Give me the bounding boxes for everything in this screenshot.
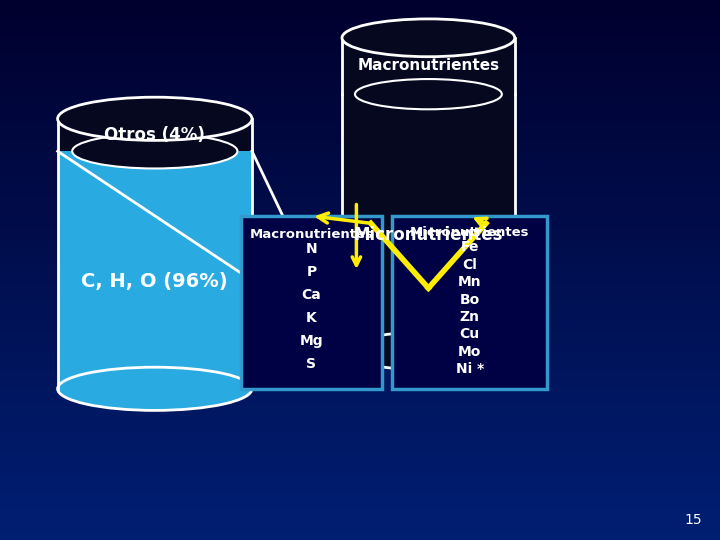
Bar <box>58 119 252 389</box>
Text: Mo: Mo <box>458 345 482 359</box>
Ellipse shape <box>58 367 252 410</box>
Bar <box>342 38 515 351</box>
Text: Macronutrientes: Macronutrientes <box>249 228 374 241</box>
Text: Cl: Cl <box>462 258 477 272</box>
Text: Mn: Mn <box>458 275 482 289</box>
Text: K: K <box>306 312 317 325</box>
FancyBboxPatch shape <box>392 216 547 389</box>
Text: Cu: Cu <box>460 327 480 341</box>
Text: Mg: Mg <box>300 334 323 348</box>
Text: Bo: Bo <box>459 293 480 307</box>
FancyBboxPatch shape <box>241 216 382 389</box>
Text: Micronutrientes: Micronutrientes <box>410 226 529 239</box>
Text: Macronutrientes: Macronutrientes <box>357 58 500 73</box>
Text: Micronutrientes: Micronutrientes <box>354 226 503 245</box>
Text: 15: 15 <box>685 512 702 526</box>
Text: Fe: Fe <box>461 240 479 254</box>
Ellipse shape <box>72 134 238 168</box>
Text: Ca: Ca <box>302 288 321 302</box>
Bar <box>58 119 252 151</box>
Text: N: N <box>305 242 318 256</box>
Bar <box>342 38 515 94</box>
Text: C, H, O (96%): C, H, O (96%) <box>81 272 228 292</box>
Text: P: P <box>306 266 317 279</box>
Text: Zn: Zn <box>460 310 480 324</box>
Text: Otros (4%): Otros (4%) <box>104 126 205 144</box>
Ellipse shape <box>342 19 515 57</box>
Text: S: S <box>307 357 316 371</box>
Ellipse shape <box>58 97 252 140</box>
Ellipse shape <box>342 332 515 370</box>
Text: Ni *: Ni * <box>456 362 484 376</box>
Ellipse shape <box>355 79 502 109</box>
